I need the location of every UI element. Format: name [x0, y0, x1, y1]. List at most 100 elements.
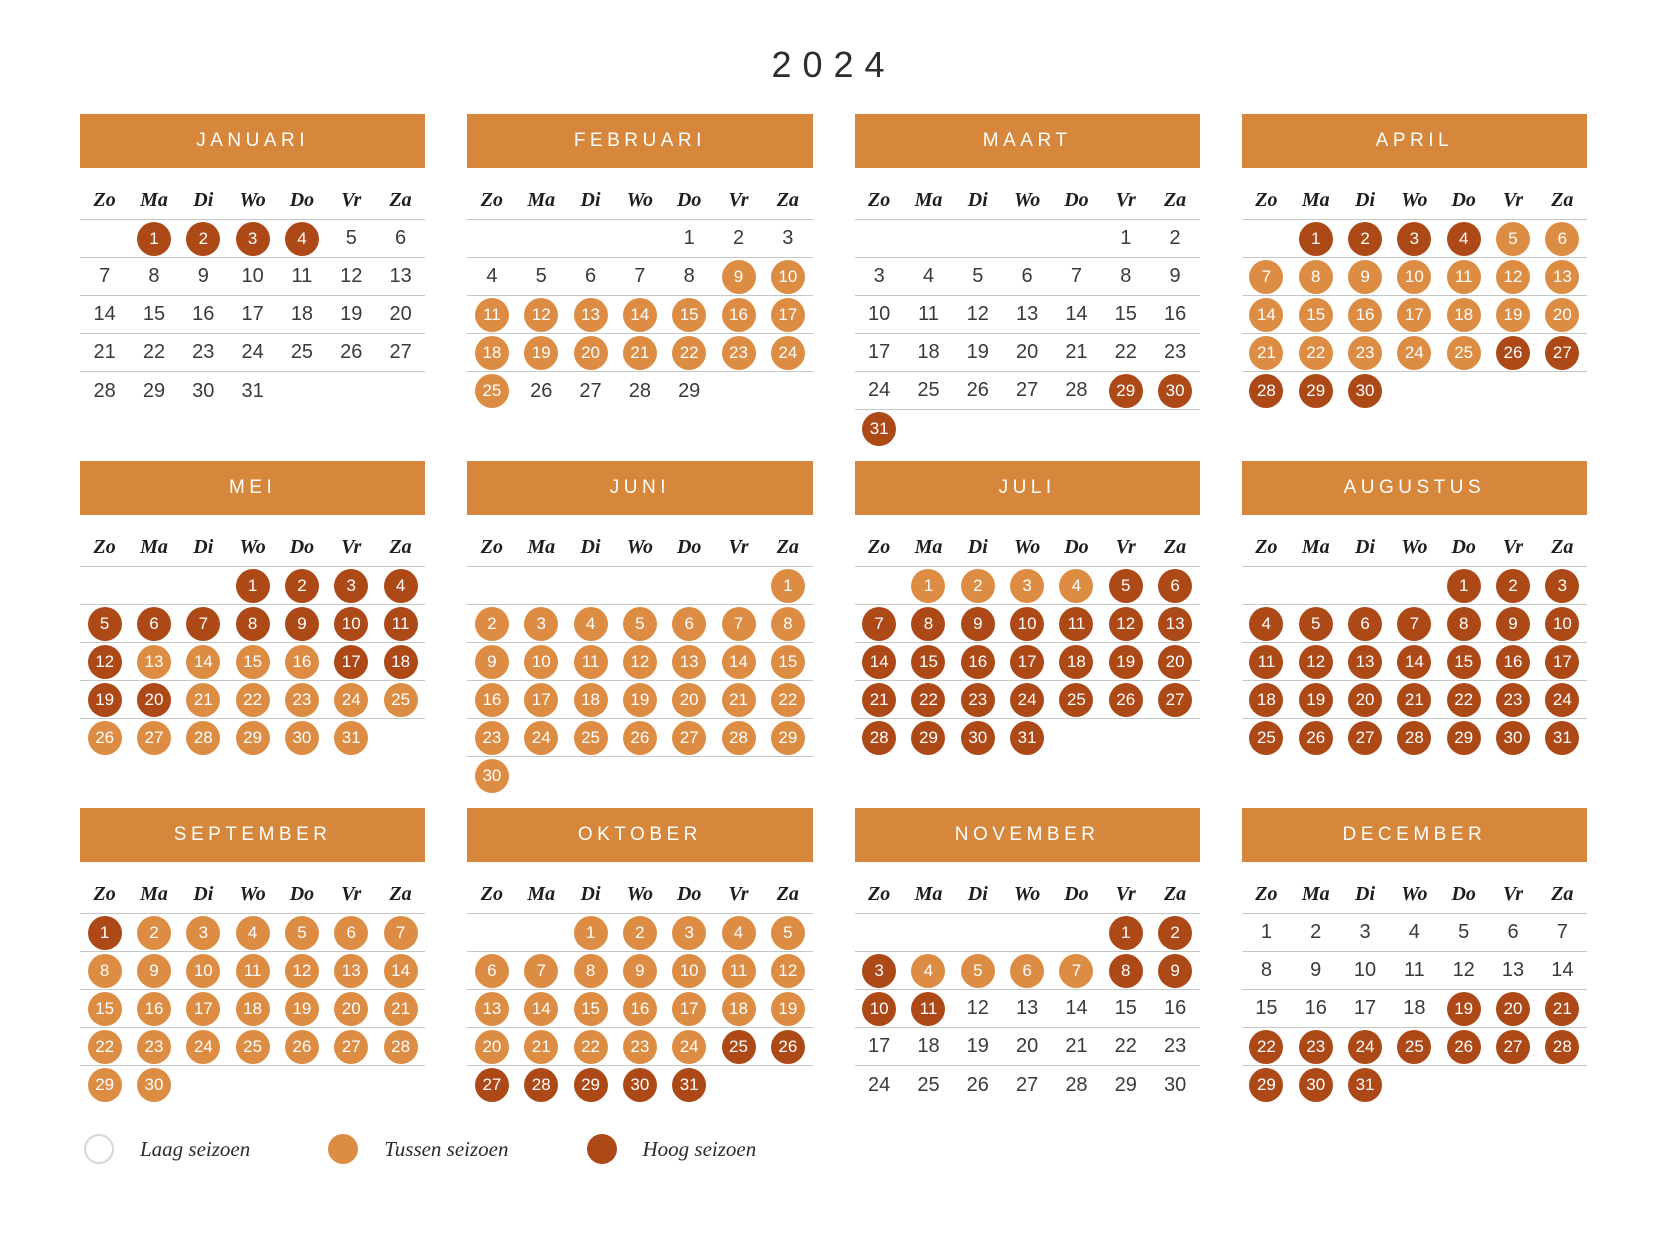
day-number-laag: 13: [1501, 959, 1525, 981]
day-number-hoog: 27: [1158, 682, 1193, 717]
day-number-tussen: 9: [136, 953, 171, 988]
week-row: 29 30: [80, 1066, 425, 1104]
day-number-laag: 7: [99, 265, 111, 287]
weekday-label: Do: [676, 536, 702, 558]
day-cell: 24: [1340, 1028, 1389, 1065]
day-number-laag: 25: [917, 379, 940, 401]
day-cell: 12: [615, 643, 664, 680]
day-number-hoog: 28: [862, 721, 897, 755]
day-number-hoog: 13: [1158, 606, 1193, 641]
day-cell: 21: [1538, 990, 1587, 1027]
weekday-label: Wo: [626, 883, 654, 905]
day-cell: 5: [277, 914, 326, 951]
day-cell: [327, 372, 376, 410]
day-number-laag: 2: [1169, 227, 1181, 249]
day-number-tussen: 22: [672, 335, 707, 370]
day-cell: 18: [566, 681, 615, 718]
week-row: 10 11 12 13 14 15 16: [854, 990, 1200, 1028]
day-cell: 8: [1101, 952, 1150, 989]
day-number-hoog: 2: [1348, 221, 1383, 256]
day-cell: 15: [80, 990, 129, 1027]
day-cell: [467, 567, 516, 604]
day-cell: 22: [1242, 1028, 1291, 1065]
weekday-label: Zo: [480, 883, 504, 905]
day-number-laag: 26: [530, 379, 553, 402]
day-cell: 27: [1002, 1066, 1051, 1104]
month-header: APRIL: [1241, 114, 1587, 168]
day-number-tussen: 20: [474, 1029, 509, 1064]
weekday-label: Do: [676, 189, 702, 211]
day-cell: 17: [517, 681, 566, 718]
day-cell: 23: [179, 334, 228, 371]
day-cell: 15: [763, 643, 812, 680]
day-cell: 21: [376, 990, 425, 1027]
day-number-laag: 15: [1114, 997, 1137, 1019]
day-number-tussen: 7: [721, 606, 756, 641]
day-number-tussen: 29: [87, 1068, 122, 1102]
day-number-tussen: 10: [186, 953, 221, 988]
day-number-tussen: 8: [770, 606, 805, 641]
day-cell: 9: [953, 605, 1002, 642]
day-number-laag: 4: [922, 265, 935, 287]
month-title: NOVEMBER: [954, 824, 1100, 845]
day-number-tussen: 8: [573, 953, 608, 988]
week-row: 24 25 26 27 28 29 30: [854, 372, 1200, 410]
day-cell: [904, 220, 953, 257]
day-number-hoog: 12: [1298, 644, 1333, 679]
day-number-laag: 23: [1163, 341, 1187, 363]
day-cell: [1052, 719, 1101, 757]
day-number-hoog: 18: [1059, 644, 1094, 679]
week-row: 28 29 30 31: [855, 719, 1200, 757]
day-cell: [376, 1066, 425, 1104]
day-cell: 5: [615, 605, 664, 642]
day-number-hoog: 29: [1298, 374, 1333, 408]
day-number-tussen: 18: [474, 335, 509, 370]
day-number-tussen: 30: [136, 1068, 171, 1102]
day-cell: 3: [179, 914, 228, 951]
day-cell: 13: [1150, 605, 1199, 642]
month-title: MAART: [982, 130, 1072, 151]
day-cell: 19: [1101, 643, 1150, 680]
day-cell: [1439, 372, 1488, 410]
week-row: 4 5 6 7 8 9 10: [1241, 605, 1587, 643]
day-cell: 14: [714, 643, 763, 680]
day-cell: 18: [904, 1028, 953, 1065]
day-number-hoog: 17: [1545, 644, 1580, 679]
weekday-header-row: Zo Ma Di Wo Do Vr Za: [854, 189, 1200, 220]
day-number-laag: 28: [1065, 1073, 1088, 1096]
day-number-tussen: 23: [284, 682, 319, 717]
day-cell: 9: [615, 952, 664, 989]
day-cell: 5: [763, 914, 812, 951]
day-number-tussen: 25: [1446, 335, 1481, 370]
week-row: 11 12 13 14 15 16 17: [467, 296, 813, 334]
day-number-hoog: 31: [1010, 721, 1045, 755]
day-cell: [714, 372, 763, 410]
day-cell: 7: [1052, 258, 1101, 295]
day-number-laag: 3: [1359, 921, 1371, 943]
day-number-hoog: 31: [862, 412, 897, 446]
day-number-tussen: 21: [622, 335, 657, 370]
weekday-label: Di: [193, 536, 214, 558]
day-cell: 24: [855, 372, 904, 409]
day-number-hoog: 12: [87, 644, 122, 679]
day-number-tussen: 11: [573, 644, 608, 679]
weekday-header-row: Zo Ma Di Wo Do Vr Za: [467, 536, 813, 567]
day-cell: 8: [80, 952, 129, 989]
month-september: SEPTEMBER Zo Ma Di Wo Do Vr Za 1 2 3 4 5 6 7 8 9 10 11 12 13…: [80, 808, 426, 1104]
day-number-hoog: 11: [383, 606, 418, 641]
weekday-label: Wo: [1401, 536, 1428, 558]
day-number-hoog: 19: [1108, 644, 1143, 679]
month-header: SEPTEMBER: [80, 808, 426, 862]
day-cell: 8: [566, 952, 615, 989]
day-number-laag: 9: [1310, 959, 1322, 981]
day-number-tussen: 6: [672, 606, 707, 641]
day-number-hoog: 2: [186, 221, 221, 256]
day-number-hoog: 14: [1397, 644, 1432, 679]
day-number-tussen: 11: [474, 297, 509, 332]
day-number-tussen: 5: [622, 606, 657, 641]
day-number-hoog: 4: [383, 568, 418, 603]
day-number-laag: 24: [868, 379, 891, 401]
day-number-laag: 6: [1021, 265, 1033, 287]
day-cell: 3: [855, 258, 904, 295]
day-number-hoog: 4: [1249, 606, 1284, 641]
